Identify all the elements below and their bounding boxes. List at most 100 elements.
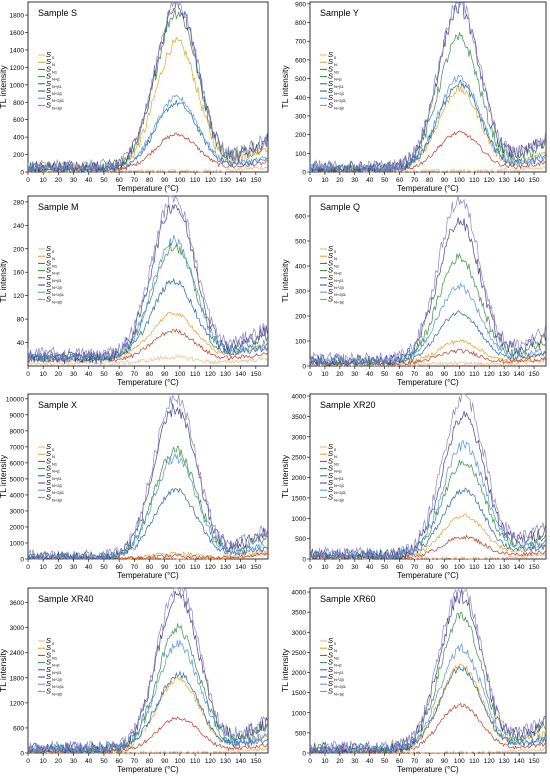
x-tick-label: 30 xyxy=(351,564,359,571)
x-tick-label: 50 xyxy=(100,371,108,378)
plot-frame xyxy=(27,1,269,173)
y-tick-label: 400 xyxy=(295,264,306,271)
legend-subscript: N1 xyxy=(52,69,58,74)
series-line-sn-2- xyxy=(27,590,268,755)
y-tick-label: 7000 xyxy=(10,444,25,451)
y-tick-label: 800 xyxy=(295,20,306,27)
x-tick-label: 130 xyxy=(499,371,510,378)
y-tick-label: 500 xyxy=(295,239,306,246)
x-tick-label: 120 xyxy=(205,371,216,378)
legend-subscript: N+2β1 xyxy=(52,98,65,103)
y-tick-label: 0 xyxy=(302,751,306,758)
series-line-sn-2-1 xyxy=(27,452,268,561)
x-tick-label: 100 xyxy=(174,758,185,765)
legend-subscript: N+β xyxy=(334,663,342,668)
x-tick-label: 10 xyxy=(40,564,48,571)
series-line-sn-2-1 xyxy=(309,642,546,754)
x-tick-label: 10 xyxy=(321,758,329,765)
series-line-sn1 xyxy=(310,534,546,560)
series-line-sn-3- xyxy=(309,195,546,368)
chart-panel-5: 0100020003000400050006000700080009000100… xyxy=(0,393,269,580)
legend-subscript: N+2β1 xyxy=(334,490,347,495)
legend-label: S xyxy=(328,492,333,501)
legend-label: S xyxy=(46,251,51,260)
y-tick-label: 40 xyxy=(17,340,25,347)
legend-subscript: N+2β xyxy=(334,285,344,290)
x-tick-label: 80 xyxy=(426,371,434,378)
x-tick-label: 70 xyxy=(411,758,419,765)
panel-title: Sample XR60 xyxy=(320,594,376,604)
series-line-sn-3- xyxy=(309,1,546,174)
y-tick-label: 9000 xyxy=(10,412,25,419)
x-tick-label: 150 xyxy=(250,371,261,378)
chart-panel-3: 40 80 120 160 200 240 280 0 10 20 30 40 50 60 70 80 90 10… xyxy=(0,195,269,387)
y-tick-label: 300 xyxy=(295,289,306,296)
legend-label: S xyxy=(328,79,333,88)
x-tick-label: 50 xyxy=(100,758,108,765)
y-tick-label: 3500 xyxy=(292,610,307,617)
legend-subscript: N+3β xyxy=(52,691,62,696)
series-line-sn-2- xyxy=(309,589,546,755)
x-tick-label: 0 xyxy=(26,758,30,765)
legend-subscript: N+2β1 xyxy=(334,292,347,297)
legend-label: S xyxy=(46,485,51,494)
x-tick-label: 110 xyxy=(190,177,201,184)
legend-subscript: N+2β xyxy=(334,677,344,682)
series-line-sn- xyxy=(309,460,546,561)
series-line-sn xyxy=(28,311,268,361)
x-tick-label: 0 xyxy=(308,758,312,765)
x-tick-label: 120 xyxy=(484,371,495,378)
legend-subscript: N+β1 xyxy=(52,84,63,89)
x-axis-label: Temperature (°C) xyxy=(397,184,459,193)
x-tick-label: 110 xyxy=(190,564,201,571)
x-tick-label: 120 xyxy=(484,564,495,571)
y-tick-label: 4000 xyxy=(292,394,307,401)
x-tick-label: 150 xyxy=(529,371,540,378)
y-tick-label: 240 xyxy=(13,223,24,230)
y-tick-label: 0 xyxy=(302,170,306,177)
legend-label: S xyxy=(46,643,51,652)
x-tick-label: 140 xyxy=(514,758,525,765)
x-axis-label: Temperature (°C) xyxy=(397,378,459,387)
x-tick-label: 50 xyxy=(381,564,389,571)
legend-subscript: N+β1 xyxy=(52,278,63,283)
y-tick-label: 0 xyxy=(302,557,306,564)
x-tick-label: 90 xyxy=(161,371,169,378)
plot-frame xyxy=(309,587,547,754)
x-axis-label: Temperature (°C) xyxy=(117,184,179,193)
x-tick-label: 40 xyxy=(366,371,374,378)
y-tick-label: 2500 xyxy=(292,650,307,657)
legend-label: S xyxy=(328,478,333,487)
x-tick-label: 20 xyxy=(55,564,63,571)
legend-subscript: 0 xyxy=(52,249,55,254)
x-tick-label: 50 xyxy=(381,371,389,378)
series-line-sn-3- xyxy=(309,588,546,755)
y-tick-label: 1200 xyxy=(10,65,25,72)
legend-label: S xyxy=(46,258,51,267)
legend-subscript: N1 xyxy=(334,69,340,74)
legend-subscript: N1 xyxy=(334,655,340,660)
x-tick-label: 130 xyxy=(220,177,231,184)
legend-label: S xyxy=(328,244,333,253)
y-tick-label: 900 xyxy=(295,1,306,8)
x-tick-label: 150 xyxy=(250,177,261,184)
y-axis-label: TL intensity xyxy=(280,648,290,692)
x-tick-label: 20 xyxy=(336,371,344,378)
legend-subscript: 0 xyxy=(334,249,337,254)
legend-label: S xyxy=(46,50,51,59)
y-tick-label: 4000 xyxy=(292,590,307,597)
legend-label: S xyxy=(46,471,51,480)
legend-label: S xyxy=(328,636,333,645)
x-tick-label: 100 xyxy=(454,564,465,571)
x-tick-label: 20 xyxy=(55,758,63,765)
legend-label: S xyxy=(328,280,333,289)
chart-panel-4: 0 100 200 300 400 500 600 0 10 20 30 40 50 60 70 80 90 10… xyxy=(280,195,547,387)
y-tick-label: 0 xyxy=(20,557,24,564)
legend-subscript: N1 xyxy=(52,263,58,268)
legend-label: S xyxy=(46,449,51,458)
legend-label: S xyxy=(328,266,333,275)
legend-label: S xyxy=(328,449,333,458)
series-line-s0 xyxy=(27,354,268,366)
